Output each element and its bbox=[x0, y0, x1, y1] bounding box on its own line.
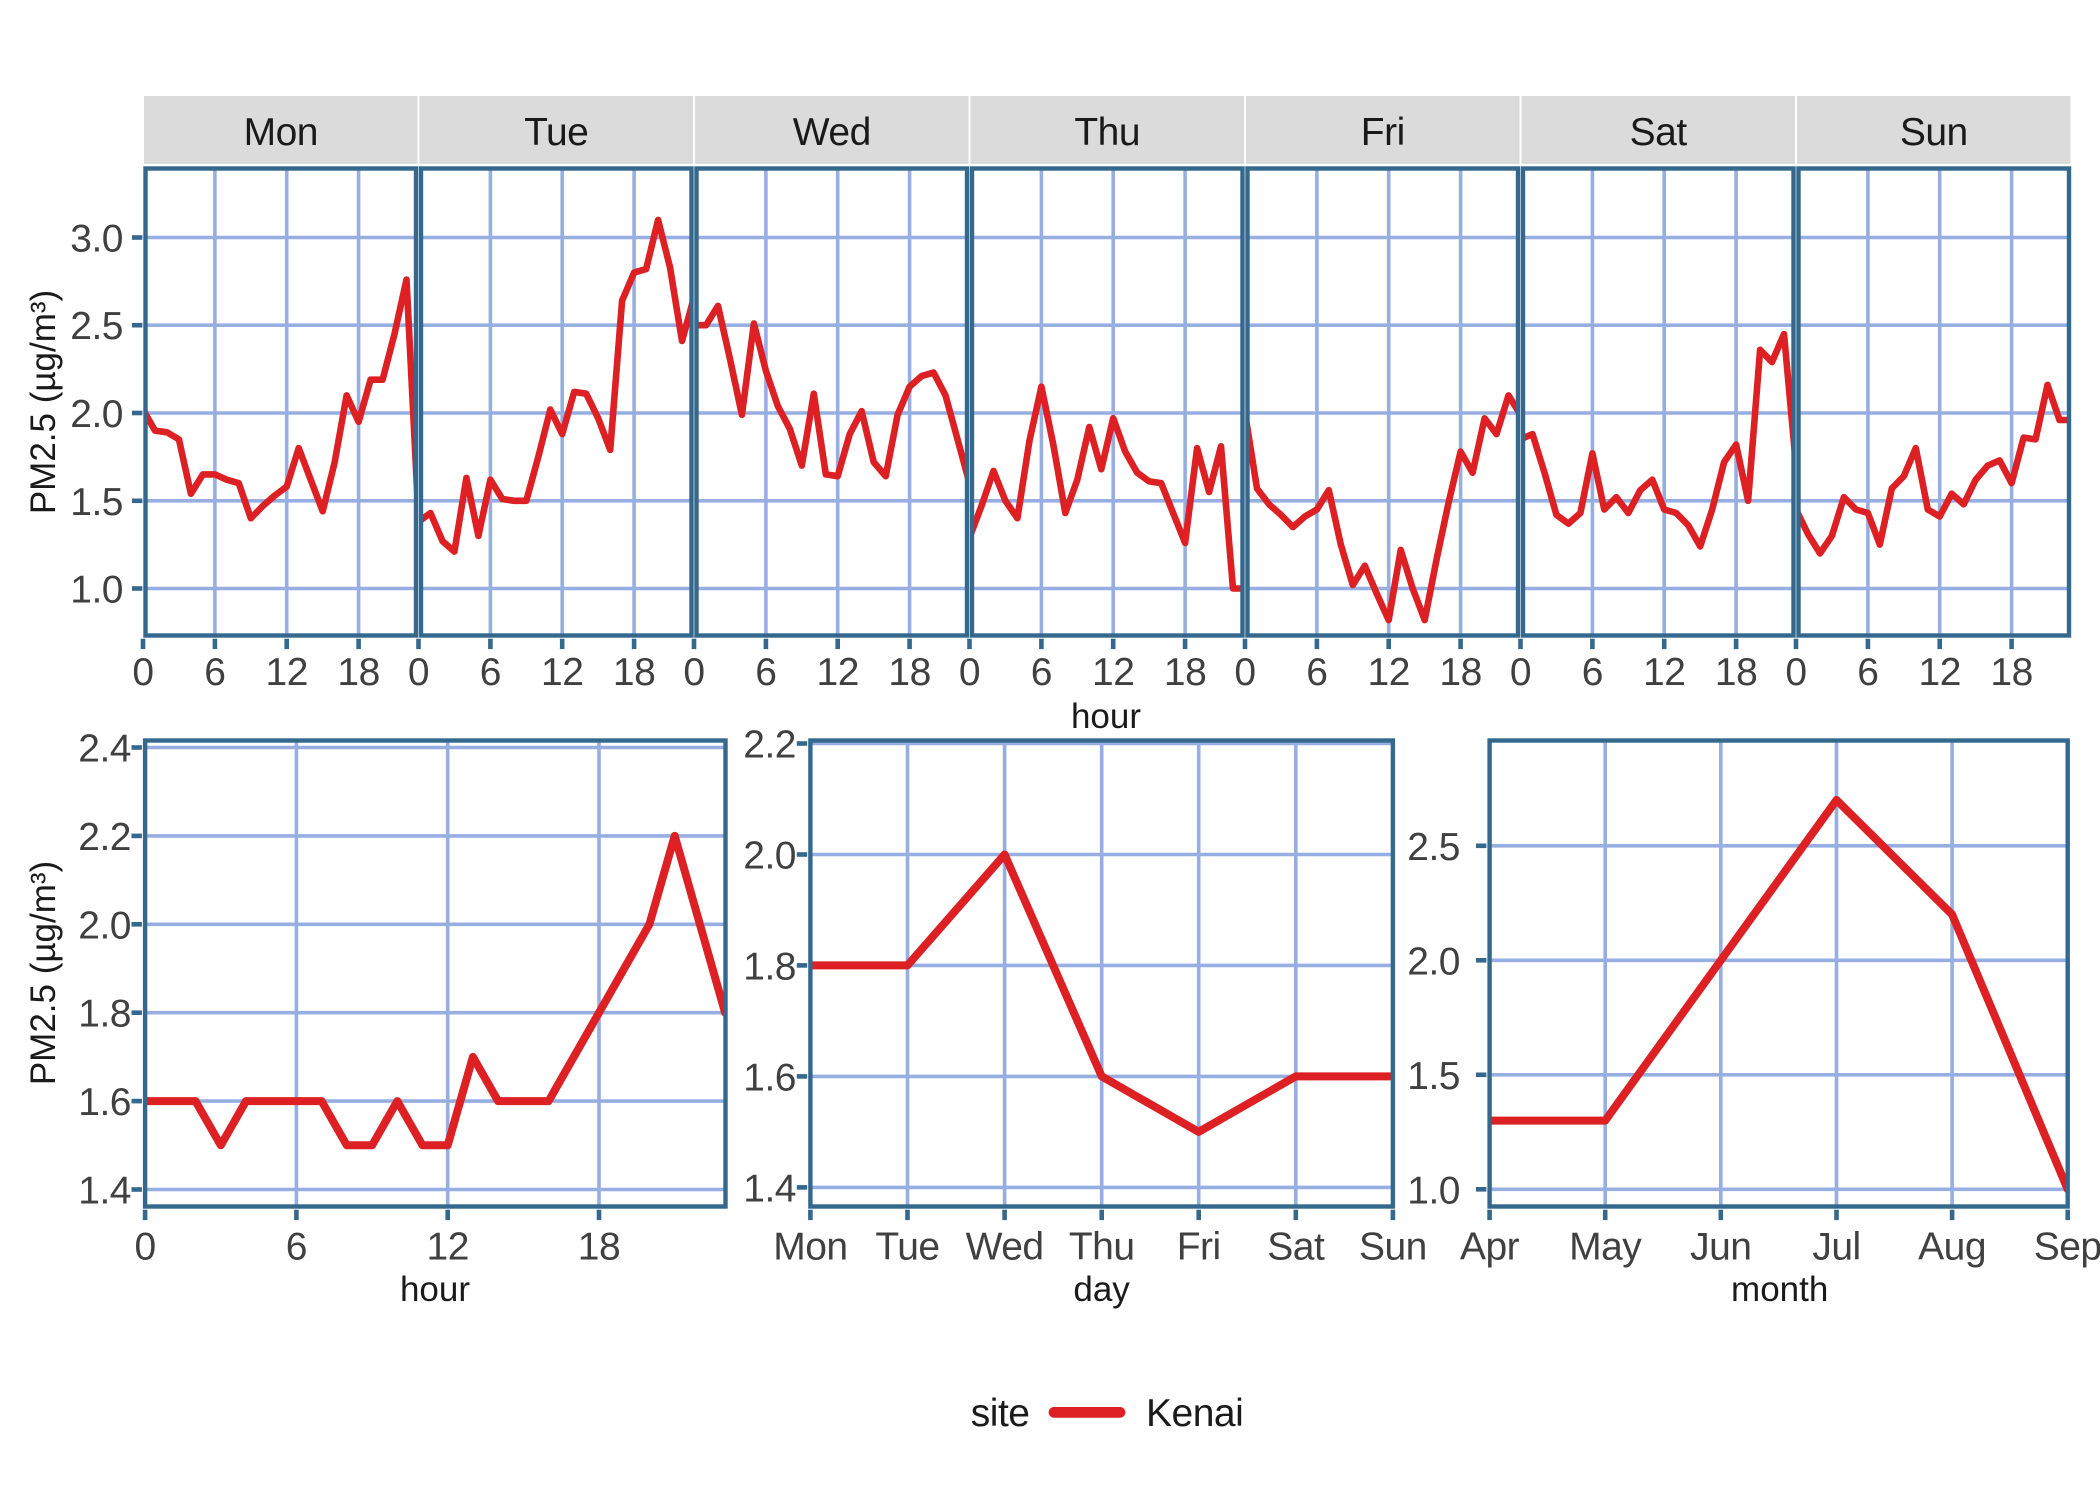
svg-text:6: 6 bbox=[204, 651, 225, 694]
svg-text:0: 0 bbox=[408, 651, 429, 694]
svg-text:Apr: Apr bbox=[1460, 1226, 1520, 1269]
svg-text:2.2: 2.2 bbox=[743, 724, 796, 767]
svg-text:18: 18 bbox=[578, 1226, 620, 1269]
svg-text:Sun: Sun bbox=[1900, 111, 1968, 154]
svg-text:Sun: Sun bbox=[1359, 1226, 1427, 1269]
svg-text:3.0: 3.0 bbox=[70, 218, 123, 261]
svg-text:Wed: Wed bbox=[793, 111, 871, 154]
svg-text:Fri: Fri bbox=[1177, 1226, 1221, 1269]
svg-text:2.0: 2.0 bbox=[1407, 940, 1460, 983]
svg-text:PM2.5 (µg/m³): PM2.5 (µg/m³) bbox=[24, 861, 63, 1085]
svg-text:1.5: 1.5 bbox=[1407, 1055, 1460, 1098]
svg-text:12: 12 bbox=[817, 651, 859, 694]
svg-text:1.4: 1.4 bbox=[743, 1167, 796, 1210]
svg-text:12: 12 bbox=[1919, 651, 1961, 694]
svg-text:2.0: 2.0 bbox=[743, 835, 796, 878]
svg-text:18: 18 bbox=[1990, 651, 2032, 694]
svg-text:6: 6 bbox=[1306, 651, 1327, 694]
svg-text:2.2: 2.2 bbox=[78, 816, 131, 859]
svg-text:1.8: 1.8 bbox=[743, 945, 796, 988]
svg-text:0: 0 bbox=[1510, 651, 1531, 694]
svg-text:12: 12 bbox=[1643, 651, 1685, 694]
svg-text:hour: hour bbox=[400, 1270, 470, 1309]
svg-text:0: 0 bbox=[134, 1226, 155, 1269]
svg-text:6: 6 bbox=[480, 651, 501, 694]
svg-text:18: 18 bbox=[1715, 651, 1757, 694]
svg-text:Aug: Aug bbox=[1918, 1226, 1986, 1269]
svg-text:12: 12 bbox=[1092, 651, 1134, 694]
svg-text:May: May bbox=[1569, 1226, 1642, 1269]
svg-text:6: 6 bbox=[1031, 651, 1052, 694]
svg-text:Tue: Tue bbox=[524, 111, 588, 154]
svg-text:Thu: Thu bbox=[1069, 1226, 1135, 1269]
svg-text:PM2.5 (µg/m³): PM2.5 (µg/m³) bbox=[24, 290, 63, 514]
svg-text:0: 0 bbox=[959, 651, 980, 694]
svg-text:1.8: 1.8 bbox=[78, 993, 131, 1036]
svg-text:Fri: Fri bbox=[1361, 111, 1405, 154]
svg-text:2.0: 2.0 bbox=[78, 904, 131, 947]
svg-text:1.5: 1.5 bbox=[70, 481, 123, 524]
svg-text:12: 12 bbox=[266, 651, 308, 694]
svg-text:Sat: Sat bbox=[1267, 1226, 1325, 1269]
svg-text:12: 12 bbox=[1368, 651, 1410, 694]
svg-text:Sat: Sat bbox=[1630, 111, 1688, 154]
svg-text:18: 18 bbox=[337, 651, 379, 694]
svg-text:6: 6 bbox=[1857, 651, 1878, 694]
svg-text:0: 0 bbox=[132, 651, 153, 694]
svg-text:month: month bbox=[1731, 1270, 1828, 1309]
svg-text:1.0: 1.0 bbox=[1407, 1169, 1460, 1212]
svg-text:6: 6 bbox=[286, 1226, 307, 1269]
svg-text:12: 12 bbox=[541, 651, 583, 694]
svg-text:1.0: 1.0 bbox=[70, 569, 123, 612]
svg-text:2.5: 2.5 bbox=[1407, 826, 1460, 869]
svg-text:18: 18 bbox=[613, 651, 655, 694]
svg-text:Mon: Mon bbox=[244, 111, 318, 154]
svg-text:6: 6 bbox=[755, 651, 776, 694]
svg-text:2.0: 2.0 bbox=[70, 393, 123, 436]
svg-text:0: 0 bbox=[683, 651, 704, 694]
svg-text:2.5: 2.5 bbox=[70, 305, 123, 348]
svg-text:6: 6 bbox=[1582, 651, 1603, 694]
svg-text:1.6: 1.6 bbox=[78, 1081, 131, 1124]
svg-text:18: 18 bbox=[888, 651, 930, 694]
svg-text:12: 12 bbox=[427, 1226, 469, 1269]
svg-text:Mon: Mon bbox=[773, 1226, 847, 1269]
svg-text:1.4: 1.4 bbox=[78, 1170, 131, 1213]
svg-text:site: site bbox=[971, 1392, 1030, 1435]
svg-text:1.6: 1.6 bbox=[743, 1056, 796, 1099]
svg-text:Thu: Thu bbox=[1074, 111, 1140, 154]
svg-text:2.4: 2.4 bbox=[78, 728, 131, 771]
svg-text:18: 18 bbox=[1164, 651, 1206, 694]
svg-text:day: day bbox=[1073, 1270, 1130, 1309]
svg-text:Kenai: Kenai bbox=[1146, 1392, 1243, 1435]
svg-text:18: 18 bbox=[1439, 651, 1481, 694]
svg-text:Jul: Jul bbox=[1812, 1226, 1860, 1269]
svg-text:0: 0 bbox=[1785, 651, 1806, 694]
svg-text:Jun: Jun bbox=[1690, 1226, 1751, 1269]
svg-text:Tue: Tue bbox=[875, 1226, 939, 1269]
svg-text:hour: hour bbox=[1071, 697, 1141, 736]
svg-text:0: 0 bbox=[1234, 651, 1255, 694]
svg-text:Sep: Sep bbox=[2034, 1226, 2100, 1269]
svg-text:Wed: Wed bbox=[966, 1226, 1044, 1269]
